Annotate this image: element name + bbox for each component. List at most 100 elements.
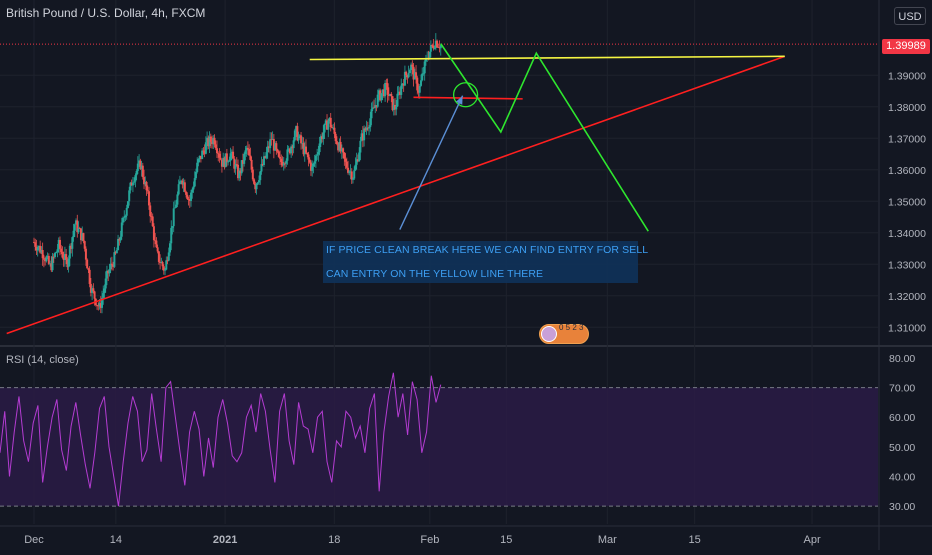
candle-body	[392, 104, 395, 111]
candle-body	[249, 155, 252, 160]
candle-body	[394, 104, 397, 110]
chart-title: British Pound / U.S. Dollar, 4h, FXCM	[6, 6, 206, 20]
candle-body	[145, 181, 148, 191]
candle-body	[334, 133, 337, 142]
candle-body	[161, 262, 164, 267]
candle-body	[283, 163, 286, 165]
candle-body	[406, 75, 409, 78]
candle-body	[131, 182, 134, 186]
candle-body	[407, 73, 410, 78]
candle-body	[150, 216, 153, 217]
candle-body	[356, 159, 359, 162]
candle-body	[434, 40, 437, 49]
candle-body	[301, 142, 304, 144]
candle-body	[152, 226, 155, 241]
candle-body	[422, 73, 425, 75]
candle-body	[172, 208, 175, 227]
candle-body	[143, 177, 146, 185]
candle-body	[342, 148, 345, 153]
candle-body	[410, 64, 413, 71]
flag-icon	[541, 326, 557, 342]
candle-body	[119, 236, 122, 241]
price-tick-label: 1.38000	[888, 102, 926, 114]
candle-body	[431, 44, 434, 46]
candle-body	[262, 156, 265, 166]
candle-body	[411, 64, 414, 67]
candle-body	[437, 47, 440, 48]
candle-body	[181, 180, 184, 185]
candle-body	[275, 143, 278, 150]
candle-body	[33, 242, 35, 243]
candle-body	[397, 91, 400, 94]
candle-body	[187, 199, 190, 200]
candle-body	[360, 133, 363, 141]
candle-body	[124, 215, 127, 218]
candle-body	[122, 217, 125, 223]
candle-body	[391, 96, 394, 111]
candle-body	[36, 247, 39, 251]
candle-body	[373, 107, 376, 109]
candle-body	[244, 150, 247, 154]
candle-body	[209, 136, 212, 142]
candle-body	[433, 48, 436, 49]
candle-body	[295, 126, 298, 131]
candle-body	[429, 44, 432, 52]
candle-body	[267, 146, 270, 149]
candle-body	[65, 254, 68, 260]
price-tick-label: 1.34000	[888, 228, 926, 240]
candle-body	[164, 269, 167, 271]
candle-body	[77, 228, 80, 233]
candle-body	[347, 167, 350, 173]
candle-body	[134, 175, 137, 182]
candle-body	[369, 118, 372, 128]
candle-body	[37, 245, 40, 248]
candle-body	[313, 161, 316, 164]
candle-body	[349, 171, 352, 173]
candle-body	[165, 260, 168, 270]
candle-body	[232, 151, 235, 159]
candle-body	[129, 182, 132, 191]
candle-body	[432, 45, 435, 49]
candle-body	[318, 143, 321, 153]
candle-body	[365, 127, 368, 131]
candle-body	[58, 239, 61, 249]
candle-body	[105, 270, 108, 279]
candle-body	[343, 152, 346, 159]
candle-body	[227, 161, 230, 163]
candle-body	[167, 252, 170, 261]
arrow-head	[455, 95, 463, 105]
candle-body	[350, 171, 353, 180]
candle-body	[133, 181, 136, 183]
candle-body	[102, 293, 105, 298]
candle-body	[183, 182, 186, 192]
candle-body	[229, 153, 232, 161]
candle-body	[191, 189, 194, 193]
currency-button[interactable]: USD	[894, 7, 926, 25]
candle-body	[118, 238, 121, 241]
candle-body	[353, 170, 356, 179]
candle-body	[93, 291, 96, 299]
candle-body	[201, 150, 204, 159]
candle-body	[265, 152, 268, 158]
candle-body	[173, 207, 176, 209]
candle-body	[89, 283, 92, 293]
candle-body	[155, 240, 158, 248]
candle-body	[293, 130, 296, 141]
candle-body	[214, 144, 217, 149]
price-tick-label: 1.36000	[888, 165, 926, 177]
candle-body	[34, 242, 37, 247]
candle-body	[140, 165, 143, 169]
candle-body	[248, 148, 251, 156]
candle-body	[340, 148, 343, 152]
candle-body	[186, 194, 189, 200]
rsi-title: RSI (14, close)	[6, 354, 79, 366]
candle-body	[42, 258, 45, 260]
candle-body	[280, 158, 283, 162]
candle-body	[117, 238, 120, 251]
candle-body	[308, 159, 311, 163]
candle-body	[344, 158, 347, 162]
candle-body	[439, 45, 442, 49]
candle-body	[218, 153, 221, 158]
time-tick-label: Dec	[24, 534, 44, 546]
candle-body	[170, 227, 173, 244]
